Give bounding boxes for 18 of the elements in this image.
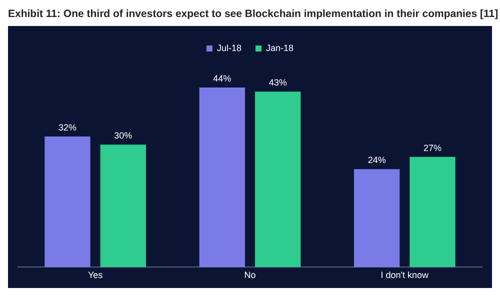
data-label: 44% bbox=[213, 73, 232, 84]
x-tick-label: I don't know bbox=[380, 270, 430, 280]
legend-label: Jul-18 bbox=[216, 42, 242, 53]
data-label: 43% bbox=[268, 78, 287, 88]
x-tick-label: Yes bbox=[88, 270, 104, 280]
bar bbox=[199, 88, 245, 268]
chart-title: Exhibit 11: One third of investors expect to see Blockchain implementation in their companies [11] bbox=[8, 8, 498, 20]
x-tick-label: No bbox=[244, 270, 256, 280]
data-label: 32% bbox=[58, 122, 76, 132]
bar bbox=[44, 136, 90, 268]
bar bbox=[255, 92, 301, 268]
bar bbox=[100, 144, 146, 268]
legend-label: Jan-18 bbox=[266, 42, 294, 53]
bar bbox=[354, 169, 400, 268]
data-label: 24% bbox=[368, 155, 386, 166]
data-label: 30% bbox=[114, 130, 132, 141]
bar bbox=[410, 156, 456, 268]
data-label: 27% bbox=[424, 142, 442, 153]
